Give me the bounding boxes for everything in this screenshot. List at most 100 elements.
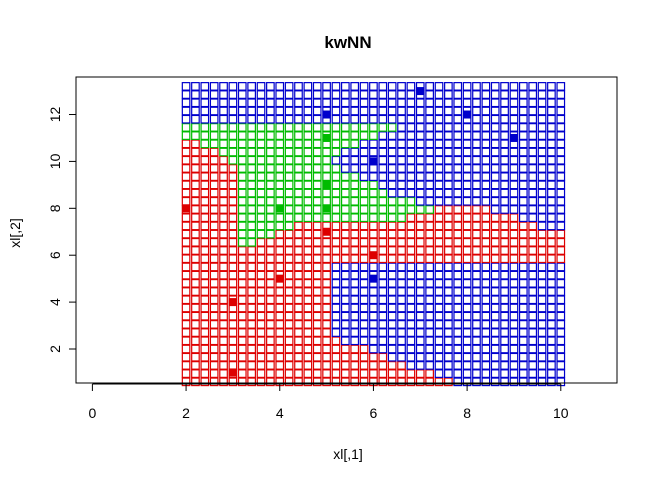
grid-point [350,82,360,91]
grid-point [369,205,378,214]
grid-point [415,205,425,214]
grid-point [228,270,238,280]
grid-point [378,205,388,214]
grid-point [312,328,322,337]
grid-point [462,254,472,264]
grid-point [378,172,388,182]
grid-point [490,246,500,255]
grid-point [275,221,285,231]
grid-point [556,262,566,272]
grid-point [284,278,294,288]
grid-point [219,328,228,337]
grid-point [444,155,453,165]
grid-point [294,287,303,296]
grid-point [472,172,481,182]
grid-point [350,221,360,231]
grid-point [490,196,500,206]
grid-point [312,287,322,296]
grid-point [434,221,444,231]
grid-point [434,213,444,223]
grid-point [444,278,453,288]
grid-point [453,254,463,264]
grid-point [425,188,434,198]
grid-point [266,180,275,190]
grid-point [547,336,556,346]
grid-point [434,303,444,313]
grid-point [247,147,256,157]
grid-point [490,82,500,91]
grid-point [322,82,331,91]
grid-point [303,114,313,124]
grid-point [369,262,378,272]
grid-point [294,352,303,362]
grid-point [387,344,397,354]
grid-point [387,188,397,198]
grid-point [219,237,228,247]
grid-point [219,278,228,288]
grid-point [556,287,566,296]
grid-point [556,123,566,132]
grid-point [219,254,228,264]
grid-point [425,254,434,264]
grid-point [303,213,313,223]
grid-point [247,213,256,223]
grid-point [359,188,369,198]
grid-point [275,237,285,247]
grid-point [228,180,238,190]
grid-point [219,123,228,132]
grid-point [387,311,397,321]
grid-point [547,213,556,223]
grid-point [228,147,238,157]
grid-point [547,229,556,239]
grid-point [191,254,200,264]
grid-point [472,82,481,91]
grid-point [359,229,369,239]
grid-point [509,106,519,116]
grid-point [284,221,294,231]
grid-point [453,303,463,313]
grid-point [387,352,397,362]
grid-point [509,221,519,231]
grid-point [415,172,425,182]
grid-point [191,270,200,280]
grid-point [247,164,256,173]
grid-point [228,82,238,91]
grid-point [397,369,406,378]
grid-point [547,147,556,157]
grid-point [490,287,500,296]
grid-point [406,328,416,337]
grid-point [397,344,406,354]
grid-point [200,164,210,173]
grid-point [509,98,519,108]
grid-point [219,352,228,362]
grid-point [312,352,322,362]
grid-point [340,369,350,378]
grid-point [397,237,406,247]
grid-point [191,237,200,247]
grid-point [556,155,566,165]
grid-point [556,254,566,264]
grid-point [266,336,275,346]
grid-point [294,270,303,280]
grid-point [425,114,434,124]
grid-point [556,246,566,255]
grid-point [425,344,434,354]
grid-point [266,188,275,198]
grid-point [500,90,509,99]
grid-point [312,344,322,354]
grid-point [275,213,285,223]
grid-point [312,295,322,305]
grid-point [434,270,444,280]
y-tick-label: 6 [47,251,63,259]
grid-point [462,155,472,165]
grid-point [322,188,331,198]
grid-point [200,295,210,305]
training-point [182,204,191,213]
grid-point [359,155,369,165]
grid-point [369,106,378,116]
grid-point [237,123,247,132]
grid-point [490,229,500,239]
grid-point [387,147,397,157]
grid-point [490,328,500,337]
grid-point [397,205,406,214]
